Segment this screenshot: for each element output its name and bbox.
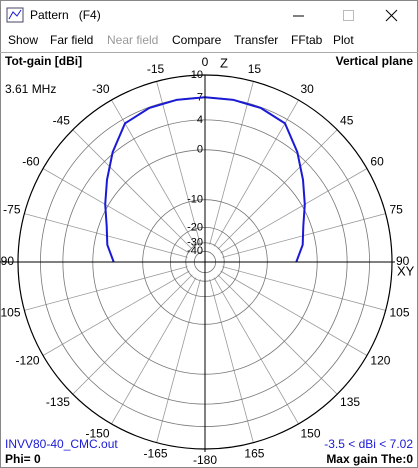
angle-grid-line [156, 279, 201, 443]
angle-tick-label: -30 [92, 82, 110, 96]
angle-tick-label: -165 [144, 446, 168, 460]
menu-item[interactable]: FFtab [291, 33, 323, 47]
range-label: -3.5 < dBi < 7.02 [324, 437, 413, 451]
angle-grid-line [220, 168, 368, 254]
angle-grid-line [222, 213, 386, 258]
plane-label: Vertical plane [336, 54, 414, 68]
frequency-label: 3.61 MHz [5, 82, 56, 96]
menu-item[interactable]: Plot [333, 33, 354, 47]
angle-tick-label: 0 [202, 55, 209, 69]
angle-grid-line [217, 274, 338, 395]
file-name: INVV80-40_CMC.out [5, 437, 118, 451]
angle-grid-line [42, 168, 190, 254]
angle-tick-label: 45 [340, 113, 354, 127]
close-button[interactable] [385, 9, 398, 22]
angle-tick-label: 75 [389, 203, 403, 217]
angle-tick-label: -45 [53, 113, 71, 127]
gain-tick-label: 0 [197, 144, 203, 156]
menu-item[interactable]: Transfer [234, 33, 278, 47]
max-gain-label: Max gain The:0 [326, 452, 413, 466]
angle-tick-label: -75 [3, 203, 21, 217]
angle-grid-line [213, 277, 299, 425]
angle-tick-label: 15 [248, 62, 262, 76]
angle-grid-line [111, 277, 197, 425]
angle-tick-label: -135 [46, 395, 70, 409]
gain-tick-label: -20 [187, 221, 203, 233]
angle-tick-label: 60 [370, 155, 384, 169]
angle-grid-line [222, 266, 386, 311]
angle-grid-line [156, 81, 201, 245]
angle-tick-label: 150 [301, 427, 321, 441]
angle-grid-line [24, 213, 188, 258]
angle-tick-label: 30 [301, 82, 315, 96]
angle-tick-label: -90 [0, 254, 14, 268]
gain-tick-label: 4 [197, 114, 203, 126]
angle-grid-line [42, 270, 190, 356]
phi-label: Phi= 0 [5, 452, 41, 466]
angle-grid-line [24, 266, 188, 311]
menu-item[interactable]: Compare [172, 33, 222, 47]
menu-item[interactable]: Near field [107, 33, 158, 47]
angle-tick-label: 105 [389, 306, 409, 320]
angle-grid-line [72, 274, 193, 395]
angle-grid-line [72, 129, 193, 250]
angle-tick-label: -120 [16, 354, 40, 368]
gain-tick-label: -30 [187, 237, 203, 249]
menu-item[interactable]: Far field [50, 33, 93, 47]
window-title: Pattern (F4) [30, 8, 101, 22]
angle-grid-line [209, 81, 254, 245]
menu-item[interactable]: Show [8, 33, 38, 47]
maximize-button[interactable] [343, 10, 354, 21]
axis-xy-label: XY [397, 263, 415, 278]
gain-tick-label: -40 [187, 245, 203, 257]
angle-grid-line [217, 129, 338, 250]
angle-grid-line [209, 279, 254, 443]
axis-z-label: Z [220, 55, 228, 70]
angle-tick-label: -105 [0, 306, 21, 320]
angle-tick-label: 135 [340, 395, 360, 409]
angle-tick-label: -60 [22, 155, 40, 169]
gain-tick-label: 10 [191, 69, 203, 81]
angle-tick-label: -150 [85, 427, 109, 441]
app-icon [6, 7, 24, 23]
gain-title: Tot-gain [dBi] [5, 54, 82, 68]
angle-tick-label: -15 [147, 62, 165, 76]
gain-tick-label: -10 [187, 194, 203, 206]
angle-tick-label: 165 [244, 446, 264, 460]
angle-tick-label: -180 [193, 453, 217, 467]
angle-tick-label: 120 [370, 354, 390, 368]
angle-tick-label: 90 [396, 254, 410, 268]
angle-grid-line [220, 270, 368, 356]
